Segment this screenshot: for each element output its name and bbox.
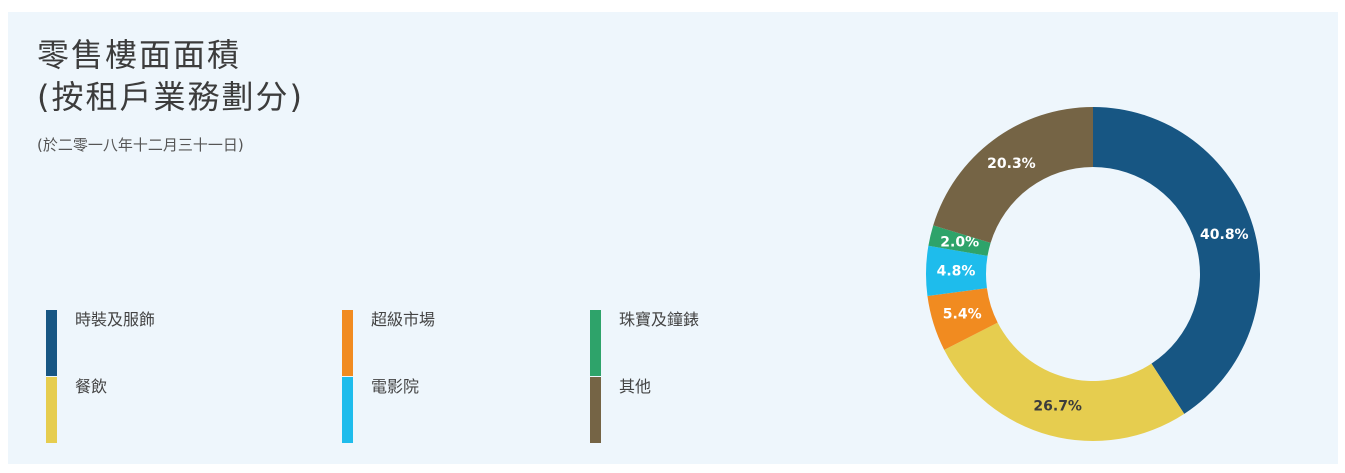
legend-label: 其他	[619, 377, 652, 396]
slice-fashion	[1093, 107, 1261, 414]
slice-others	[933, 107, 1093, 243]
legend-item-food-beverage: 餐飲	[46, 377, 266, 443]
chart-title-line-2: (按租戶業務劃分)	[37, 78, 304, 116]
slice-cinema	[926, 245, 988, 296]
legend-swatch	[590, 377, 601, 443]
slice-jewellery	[928, 225, 991, 256]
chart-title-line-1: 零售樓面面積	[37, 36, 242, 74]
slice-label-jewellery: 2.0%	[940, 234, 979, 250]
legend-swatch	[342, 377, 353, 443]
slice-label-fashion: 40.8%	[1200, 227, 1249, 243]
legend-label: 餐飲	[75, 377, 108, 396]
legend-label: 超級市場	[371, 310, 436, 329]
legend-swatch	[46, 310, 57, 376]
slice-label-supermarket: 5.4%	[943, 307, 982, 323]
slice-supermarket	[927, 288, 998, 350]
legend-item-cinema: 電影院	[342, 377, 562, 443]
slice-label-food-beverage: 26.7%	[1033, 398, 1082, 414]
slice-label-cinema: 4.8%	[937, 263, 976, 279]
legend-item-fashion: 時裝及服飾	[46, 310, 266, 376]
legend-swatch	[590, 310, 601, 376]
legend-item-supermarket: 超級市場	[342, 310, 562, 376]
slice-label-others: 20.3%	[987, 156, 1036, 172]
legend-label: 電影院	[371, 377, 420, 396]
legend-swatch	[342, 310, 353, 376]
legend-item-others: 其他	[590, 377, 810, 443]
chart-title: 零售樓面面積 (按租戶業務劃分)	[37, 34, 304, 118]
legend-label: 珠寶及鐘錶	[619, 310, 700, 329]
legend-item-jewellery: 珠寶及鐘錶	[590, 310, 810, 376]
legend-swatch	[46, 377, 57, 443]
slice-food-beverage	[944, 322, 1185, 441]
legend-label: 時裝及服飾	[75, 310, 156, 329]
chart-subtitle: (於二零一八年十二月三十一日)	[37, 136, 244, 154]
